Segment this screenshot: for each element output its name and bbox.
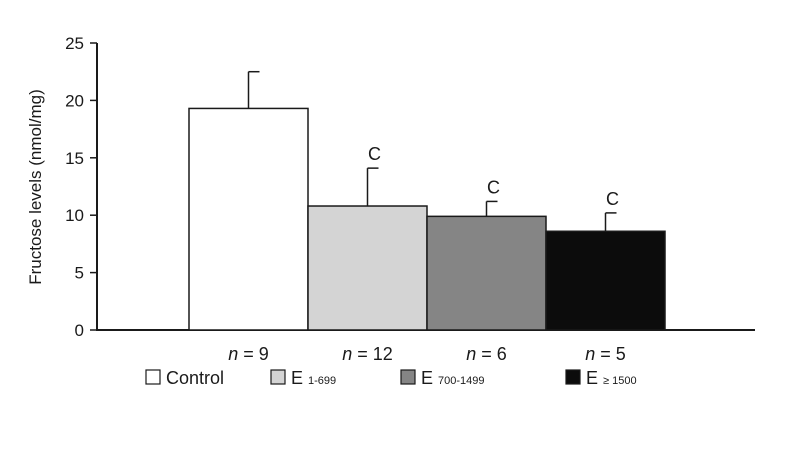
y-tick-label: 20 bbox=[65, 91, 84, 110]
legend-main: Control bbox=[166, 368, 224, 388]
legend-label-2: E 1-699 bbox=[291, 368, 336, 388]
significance-labels: C C C bbox=[368, 144, 619, 209]
legend-label-4: E ≥ 1500 bbox=[586, 368, 637, 388]
y-axis-label: Fructose levels (nmol/mg) bbox=[26, 89, 45, 285]
legend-sub: 1-699 bbox=[308, 375, 336, 387]
legend: Control E 1-699 E 700-1499 E ≥ 1500 bbox=[145, 368, 637, 388]
n-symbol: n bbox=[585, 344, 595, 364]
y-tick-label: 5 bbox=[75, 264, 84, 283]
bars bbox=[188, 107, 666, 331]
n-symbol: n bbox=[228, 344, 238, 364]
legend-swatch-2 bbox=[270, 369, 286, 385]
y-tick-label: 15 bbox=[65, 149, 84, 168]
legend-swatch-4 bbox=[565, 369, 581, 385]
n-label-1: n = 9 bbox=[228, 344, 269, 364]
error-bars bbox=[247, 70, 617, 232]
bar-2 bbox=[307, 205, 428, 331]
bar-1 bbox=[188, 107, 309, 331]
legend-swatch-1 bbox=[145, 369, 161, 385]
n-symbol: n bbox=[466, 344, 476, 364]
n-label-3: n = 6 bbox=[466, 344, 507, 364]
n-value: = 12 bbox=[352, 344, 393, 364]
legend-sub: ≥ 1500 bbox=[603, 375, 637, 387]
significance-label-2: C bbox=[368, 144, 381, 164]
significance-label-4: C bbox=[606, 189, 619, 209]
legend-main: E bbox=[291, 368, 303, 388]
n-symbol: n bbox=[342, 344, 352, 364]
n-label-2: n = 12 bbox=[342, 344, 393, 364]
legend-label-1: Control bbox=[166, 368, 224, 388]
y-tick-label: 10 bbox=[65, 206, 84, 225]
y-tick-label: 25 bbox=[65, 34, 84, 53]
legend-main: E bbox=[586, 368, 598, 388]
legend-label-3: E 700-1499 bbox=[421, 368, 485, 388]
n-value: = 5 bbox=[595, 344, 626, 364]
bar-3 bbox=[426, 215, 547, 331]
y-axis-ticks: 0 5 10 15 20 25 bbox=[65, 34, 97, 340]
n-value: = 6 bbox=[476, 344, 507, 364]
n-label-4: n = 5 bbox=[585, 344, 626, 364]
legend-main: E bbox=[421, 368, 433, 388]
bar-4 bbox=[545, 230, 666, 331]
y-tick-label: 0 bbox=[75, 321, 84, 340]
n-value: = 9 bbox=[238, 344, 269, 364]
significance-label-3: C bbox=[487, 177, 500, 197]
legend-sub: 700-1499 bbox=[438, 375, 485, 387]
legend-swatch-3 bbox=[400, 369, 416, 385]
